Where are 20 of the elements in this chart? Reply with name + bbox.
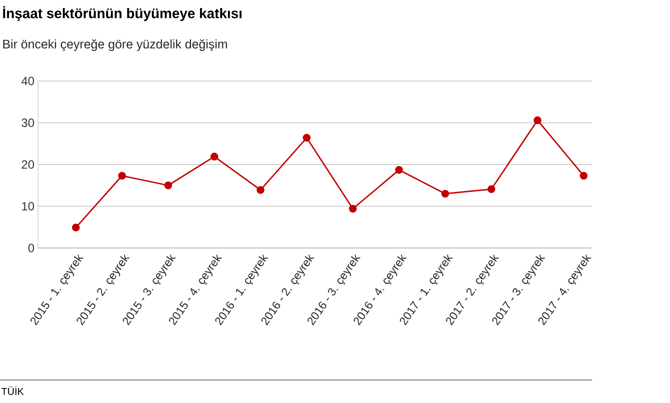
point xyxy=(210,152,218,160)
chart-subtitle: Bir önceki çeyreğe göre yüzdelik değişim xyxy=(3,39,227,52)
point xyxy=(118,172,126,180)
point xyxy=(164,181,172,190)
y-tick-label: 10 xyxy=(22,202,34,210)
point xyxy=(256,186,264,194)
point xyxy=(487,185,496,194)
y-tick-label: 20 xyxy=(22,160,34,169)
point xyxy=(441,190,450,198)
y-tick-label: 30 xyxy=(22,118,34,127)
point xyxy=(534,116,542,124)
point xyxy=(72,224,80,232)
chart-title: İnşaat sektörünün büyümeye katkısı xyxy=(3,6,242,22)
y-tick-label: 40 xyxy=(21,76,34,86)
point xyxy=(580,172,588,180)
point xyxy=(395,166,403,174)
point xyxy=(348,204,357,213)
text: TÜİK xyxy=(1,386,24,395)
y-tick-label: 0 xyxy=(28,244,34,252)
point xyxy=(302,134,311,142)
